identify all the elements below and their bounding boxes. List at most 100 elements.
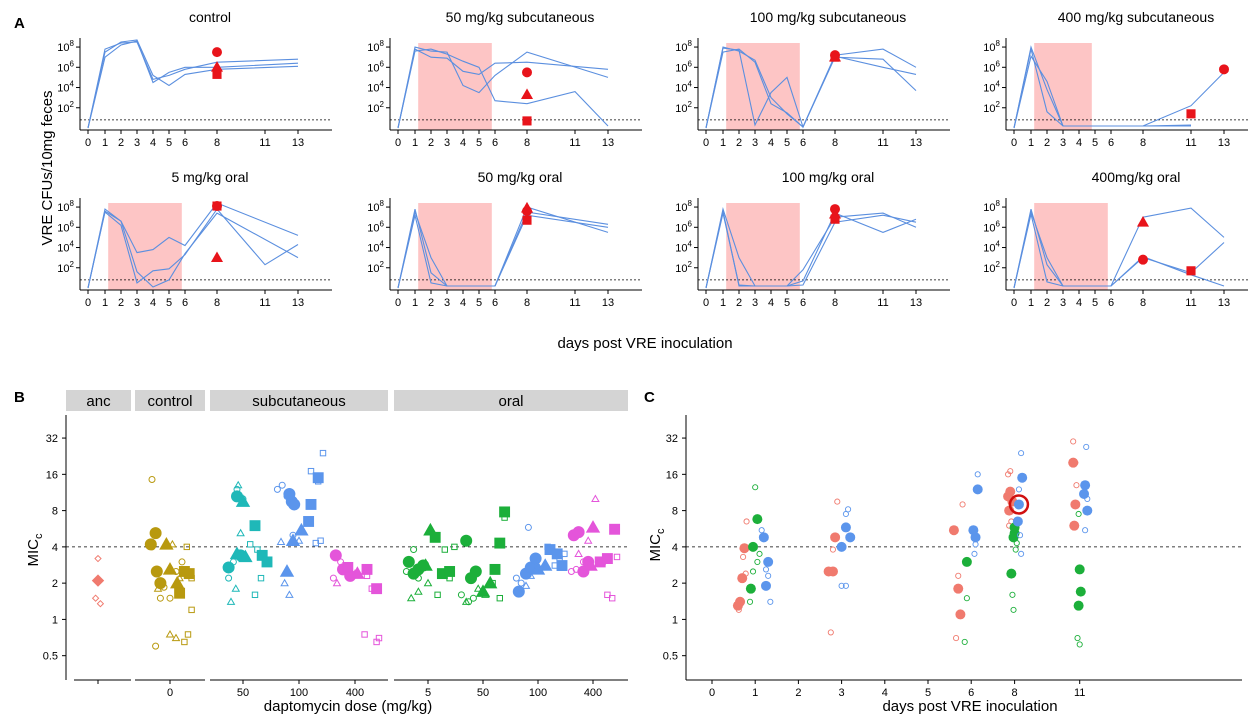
x-tick-label: 6: [800, 137, 806, 149]
cfu-series-line: [87, 202, 299, 289]
mic-point-small: [1012, 546, 1019, 553]
y-tick-label: 1: [52, 614, 58, 626]
y-tick-label: 104: [367, 80, 384, 95]
cfu-series-line: [87, 210, 299, 289]
x-tick-label: 5: [784, 297, 790, 309]
x-tick-label: 4: [768, 137, 774, 149]
panel-a-ylabel: VRE CFUs/10mg feces: [39, 90, 56, 245]
mic-point-small: [247, 541, 254, 548]
x-tick-label: 5: [1092, 297, 1098, 309]
x-tick-label: 3: [134, 297, 140, 309]
mic-point-small: [609, 594, 616, 602]
mic-point-large: [402, 555, 415, 568]
mic-point-small: [758, 527, 765, 534]
x-tick-label: 11: [259, 137, 270, 149]
x-tick-label: 2: [795, 687, 801, 699]
treatment-shade: [726, 203, 800, 290]
mic-point-large: [583, 558, 598, 571]
mic-point-large: [183, 568, 195, 580]
mic-point-small: [457, 591, 465, 599]
x-tick-label: 400: [584, 687, 602, 699]
mic-point-small: [414, 587, 423, 595]
x-tick-label: 3: [1060, 297, 1066, 309]
y-tick-label: 102: [983, 260, 1000, 275]
subplot-title: 100 mg/kg oral: [782, 169, 875, 185]
x-tick-label: 1: [102, 297, 108, 309]
mic-point-large: [312, 472, 324, 484]
mic-point-large: [836, 541, 847, 552]
mic-point-large: [469, 565, 482, 578]
mic-point-small: [512, 574, 520, 582]
mic-point-small: [294, 536, 304, 544]
mic-point-small: [1074, 635, 1081, 642]
mic-point-large: [761, 580, 771, 591]
mic-point-large: [489, 563, 501, 575]
x-tick-label: 13: [1218, 297, 1230, 309]
mic-point-large: [154, 577, 167, 590]
y-tick-label: 0.5: [663, 651, 678, 663]
mic-point-large: [144, 538, 157, 551]
panel-a-subplot: 5 mg/kg oral 102 104 106 108 0 1 2 3 4 5 6 8 11 13: [57, 169, 332, 309]
mic-point-large: [1070, 499, 1081, 510]
mic-point-small: [231, 584, 241, 592]
mic-point-large: [1075, 586, 1086, 597]
facet-strip: [135, 390, 205, 411]
mic-point-small: [1072, 459, 1079, 466]
treatment-shade: [418, 203, 492, 290]
mic-point-small: [166, 594, 174, 602]
mic-point-large: [1082, 505, 1093, 516]
mic-point-large: [303, 516, 315, 527]
facet-strip-label: subcutaneous: [252, 393, 345, 410]
mic-point-large: [970, 532, 981, 543]
mic-point-small: [225, 574, 233, 582]
mic-point-large: [288, 498, 301, 511]
cfu-marker: [1186, 266, 1196, 276]
mic-point-small: [94, 554, 102, 563]
x-tick-label: 0: [1011, 137, 1017, 149]
panel-a-subplot: 400mg/kg oral 102 104 106 108 0 1 2 3 4 5 6 8 11 13: [983, 169, 1248, 309]
mic-point-small: [740, 553, 747, 560]
mic-point-small: [974, 471, 981, 478]
y-tick-label: 102: [983, 100, 1000, 115]
mic-point-large: [429, 531, 441, 543]
x-tick-label: 4: [460, 297, 466, 309]
mic-point-small: [591, 494, 600, 503]
y-tick-label: 16: [666, 469, 678, 481]
x-tick-label: 8: [524, 137, 530, 149]
mic-point-small: [583, 536, 593, 544]
mic-point-large: [739, 543, 750, 554]
panel-a-subplot: 100 mg/kg oral 102 104 106 108 0 1 2 3 4 5 6 8 11 13: [675, 169, 950, 309]
y-tick-label: 106: [57, 59, 74, 74]
mic-point-small: [156, 594, 164, 602]
cfu-series-line: [705, 48, 917, 129]
x-tick-label: 11: [569, 137, 580, 149]
mic-point-small: [604, 591, 611, 599]
mic-point-large: [827, 566, 838, 577]
mic-point-small: [842, 582, 849, 589]
mic-point-large: [601, 553, 613, 564]
panel-letter-b: B: [14, 389, 25, 406]
cfu-marker: [520, 88, 534, 99]
panel-letter-a: A: [14, 15, 25, 32]
y-tick-label: 102: [675, 260, 692, 275]
x-tick-label: 11: [569, 297, 580, 309]
mic-point-small: [955, 572, 962, 579]
mic-point-small: [1084, 495, 1091, 502]
cfu-series-line: [87, 41, 299, 129]
cfu-marker: [522, 67, 532, 78]
mic-point-small: [178, 558, 186, 566]
mic-point-small: [1076, 641, 1083, 648]
x-tick-label: 11: [1074, 687, 1085, 699]
x-tick-label: 2: [736, 137, 742, 149]
mic-point-small: [317, 537, 324, 544]
mic-point-large: [737, 573, 748, 584]
cfu-series-line: [1013, 54, 1191, 129]
x-tick-label: 8: [1140, 297, 1146, 309]
mic-point-large: [499, 506, 511, 518]
mic-point-large: [294, 522, 309, 536]
mic-point-large: [91, 574, 105, 587]
x-tick-label: 3: [444, 137, 450, 149]
mic-point-small: [329, 574, 337, 582]
mic-point-large: [1079, 488, 1090, 499]
x-tick-label: 13: [602, 137, 614, 149]
